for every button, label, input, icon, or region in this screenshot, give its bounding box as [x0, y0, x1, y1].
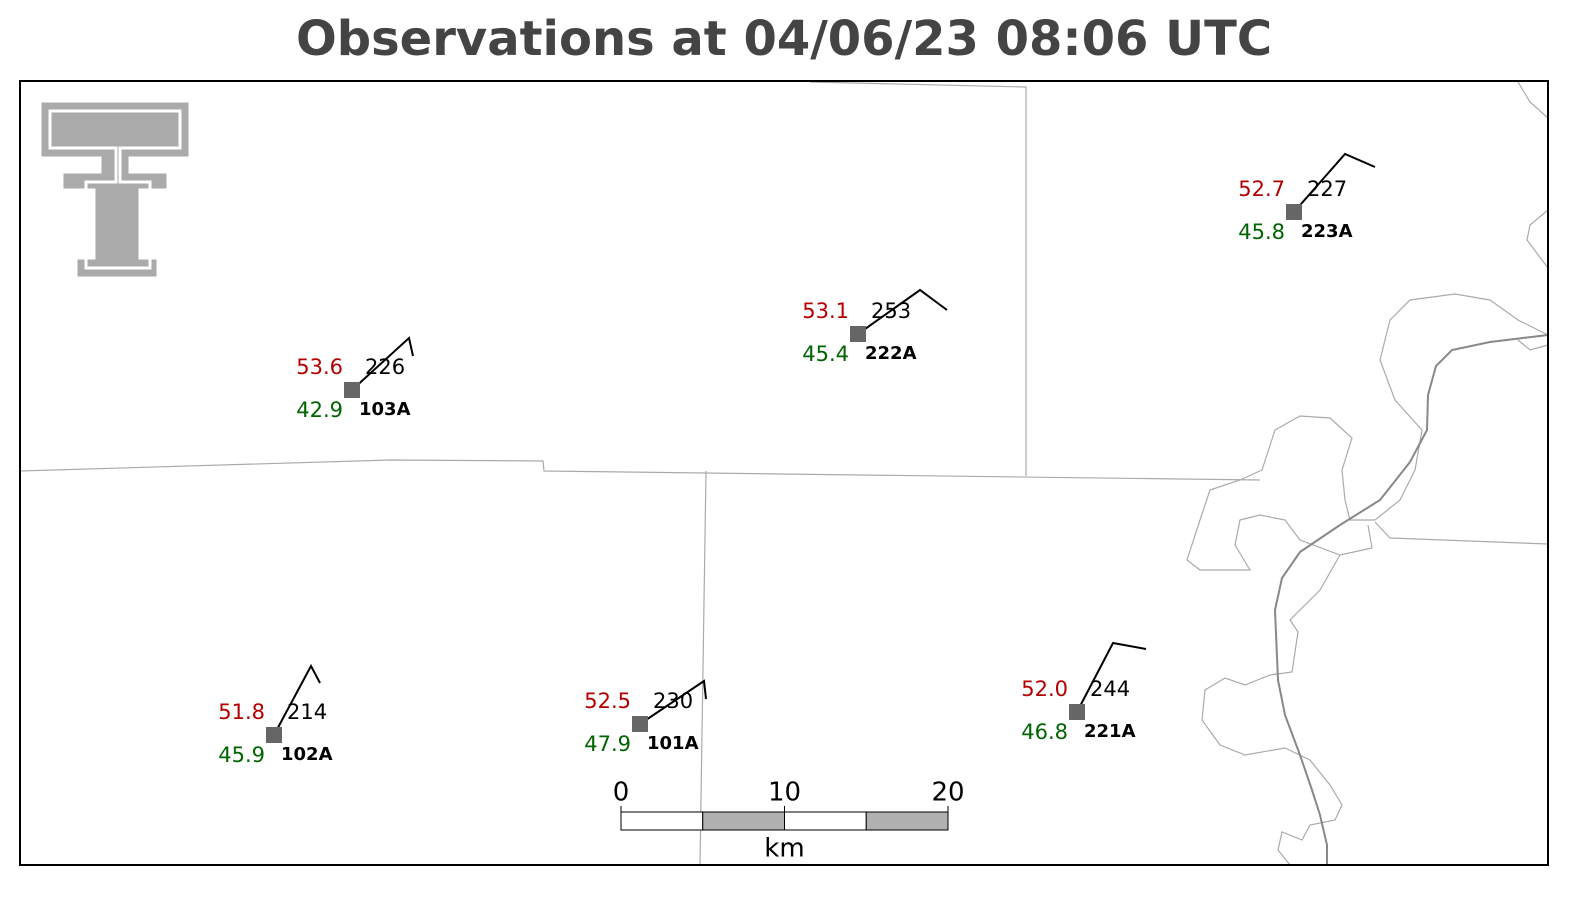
map-frame: [19, 80, 1549, 866]
station-value: 244: [1090, 677, 1130, 701]
wind-barb: [351, 336, 414, 391]
dewpoint: 45.9: [218, 743, 265, 767]
station-marker: [632, 716, 648, 732]
boundaries: [19, 81, 1549, 866]
station-marker: [1069, 704, 1085, 720]
temperature: 51.8: [218, 700, 265, 724]
wind-barb: [1076, 641, 1147, 713]
station-value: 230: [653, 689, 693, 713]
dewpoint: 45.4: [802, 342, 849, 366]
temperature: 52.7: [1238, 177, 1285, 201]
dewpoint: 45.8: [1238, 220, 1285, 244]
dewpoint: 42.9: [296, 398, 343, 422]
wind-barb: [273, 663, 321, 736]
wind-barb: [857, 288, 948, 335]
river: [1273, 334, 1549, 865]
station-marker: [850, 326, 866, 342]
temperature: 52.5: [584, 689, 631, 713]
station-id: 223A: [1301, 221, 1353, 242]
scale-segment: [620, 811, 704, 831]
temperature: 52.0: [1021, 677, 1068, 701]
station-id: 102A: [281, 744, 333, 765]
station-marker: [266, 727, 282, 743]
temperature: 53.6: [296, 355, 343, 379]
scale-label: 20: [931, 778, 964, 808]
dewpoint: 46.8: [1021, 720, 1068, 744]
title: Observations at 04/06/23 08:06 UTC: [296, 11, 1272, 67]
station-value: 227: [1307, 177, 1347, 201]
dewpoint: 47.9: [584, 732, 631, 756]
scale-segment: [784, 811, 867, 831]
station-id: 103A: [359, 399, 411, 420]
station-value: 214: [287, 700, 327, 724]
wind-barb: [1293, 152, 1376, 213]
station-marker: [344, 382, 360, 398]
station-id: 101A: [647, 733, 699, 754]
station-value: 253: [871, 299, 911, 323]
scale-segment: [865, 811, 949, 831]
scale-label: 0: [613, 778, 630, 808]
scale-unit: km: [764, 834, 804, 864]
station-id: 221A: [1084, 721, 1136, 742]
station-id: 222A: [865, 343, 917, 364]
station-value: 226: [365, 355, 405, 379]
temperature: 53.1: [802, 299, 849, 323]
logo: [38, 99, 192, 280]
scale-segment: [702, 811, 785, 831]
station-marker: [1286, 204, 1302, 220]
scale-label: 10: [768, 778, 801, 808]
wind-barb: [639, 679, 707, 725]
